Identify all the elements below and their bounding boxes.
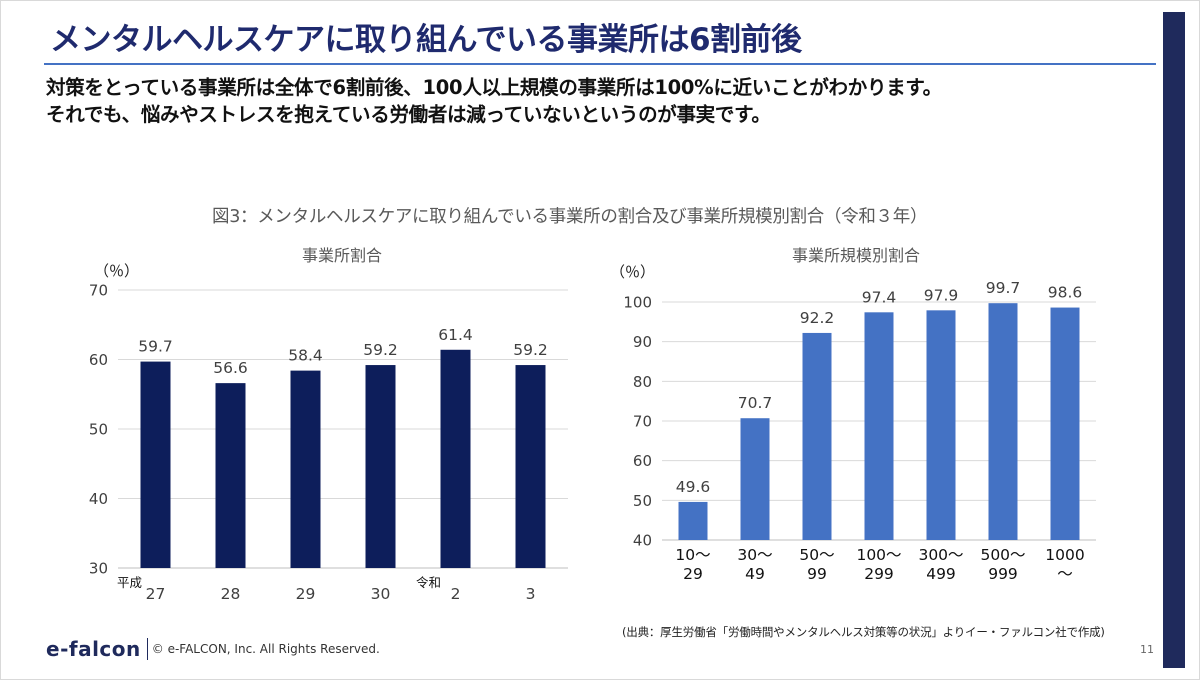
x-tick-label: 50～: [799, 546, 834, 564]
bar: [864, 312, 894, 540]
y-axis-unit-label: （％）: [94, 262, 139, 280]
bar: [365, 365, 396, 568]
data-label: 92.2: [800, 309, 835, 327]
chart-title: 事業所規模別割合: [792, 246, 920, 265]
bar: [440, 349, 471, 568]
y-tick-label: 30: [89, 560, 108, 578]
chart-establishment-rate: 事業所割合 （％） 30 40 50 60 70 59.7 27 56.6 28 58.4 29 59.2…: [89, 246, 568, 603]
chart-by-size-rate: 事業所規模別割合 （％） 40 50 60 70 80 90 100 49.6 10～29 70.7 3…: [610, 246, 1096, 583]
bar: [988, 303, 1018, 540]
company-logo: e-falcon: [46, 637, 141, 661]
x-tick-label: 2: [451, 585, 461, 603]
x-tick-label: 30: [371, 585, 391, 603]
y-tick-label: 90: [633, 333, 652, 351]
x-tick-label: 30～: [737, 546, 772, 564]
x-tick-label: 10～: [675, 546, 710, 564]
x-tick-label: 3: [526, 585, 536, 603]
data-label: 59.2: [363, 341, 398, 359]
y-tick-label: 60: [89, 351, 108, 369]
bar: [926, 310, 956, 540]
title-divider: [44, 63, 1156, 65]
bar: [290, 370, 321, 568]
x-tick-label: 29: [296, 585, 316, 603]
data-label: 97.4: [862, 288, 897, 306]
x-tick-label: 499: [926, 565, 956, 583]
x-tick-label: 27: [146, 585, 166, 603]
data-label: 70.7: [738, 394, 773, 412]
y-tick-label: 80: [633, 373, 652, 391]
bar: [678, 501, 708, 540]
page-number: 11: [1140, 643, 1154, 656]
copyright-text: © e-FALCON, Inc. All Rights Reserved.: [151, 642, 380, 656]
y-tick-label: 60: [633, 452, 652, 470]
y-tick-label: 50: [89, 421, 108, 439]
bar: [1050, 307, 1080, 540]
bar: [515, 365, 546, 568]
lead-line-1: 対策をとっている事業所は全体で6割前後、100人以上規模の事業所は100%に近い…: [46, 76, 942, 99]
figure-title: 図3：メンタルヘルスケアに取り組んでいる事業所の割合及び事業所規模別割合（令和３…: [212, 207, 928, 227]
chart-title: 事業所割合: [302, 246, 382, 265]
lead-text: 対策をとっている事業所は全体で6割前後、100人以上規模の事業所は100%に近い…: [46, 74, 942, 128]
era-label: 平成: [117, 575, 142, 590]
data-label: 59.7: [138, 338, 173, 356]
source-note: (出典：厚生労働省「労働時間やメンタルヘルス対策等の状況」よりイー・ファルコン社…: [622, 625, 1105, 639]
y-axis-unit-label: （％）: [610, 263, 655, 281]
bar: [740, 418, 770, 540]
slide-title: メンタルヘルスケアに取り組んでいる事業所は6割前後: [50, 22, 802, 58]
x-tick-label: 49: [745, 565, 765, 583]
data-label: 59.2: [513, 341, 548, 359]
bar: [802, 332, 832, 540]
x-tick-label: 299: [864, 565, 894, 583]
data-label: 97.9: [924, 286, 959, 304]
data-label: 56.6: [213, 359, 248, 377]
y-tick-label: 70: [89, 282, 108, 300]
x-tick-label: 100～: [856, 546, 901, 564]
data-label: 98.6: [1048, 284, 1083, 302]
era-label: 令和: [416, 575, 441, 590]
data-label: 61.4: [438, 326, 473, 344]
y-tick-label: 40: [633, 532, 652, 550]
logo-separator: [146, 638, 148, 660]
x-tick-label: 1000: [1045, 546, 1084, 564]
x-tick-label: 999: [988, 565, 1018, 583]
data-label: 99.7: [986, 279, 1021, 297]
x-tick-label: 99: [807, 565, 827, 583]
bar: [140, 361, 171, 568]
side-accent-bar: [1163, 12, 1185, 668]
y-tick-label: 100: [623, 294, 652, 312]
y-tick-label: 70: [633, 413, 652, 431]
bar: [215, 383, 246, 568]
lead-line-2: それでも、悩みやストレスを抱えている労働者は減っていないというのが事実です。: [46, 103, 771, 126]
x-tick-label: 500～: [980, 546, 1025, 564]
x-tick-label: ～: [1057, 565, 1073, 583]
y-tick-label: 40: [89, 490, 108, 508]
y-tick-label: 50: [633, 492, 652, 510]
x-tick-label: 300～: [918, 546, 963, 564]
data-label: 58.4: [288, 347, 323, 365]
data-label: 49.6: [676, 478, 711, 496]
x-tick-label: 29: [683, 565, 703, 583]
x-tick-label: 28: [221, 585, 241, 603]
footer: e-falcon © e-FALCON, Inc. All Rights Res…: [46, 637, 380, 661]
